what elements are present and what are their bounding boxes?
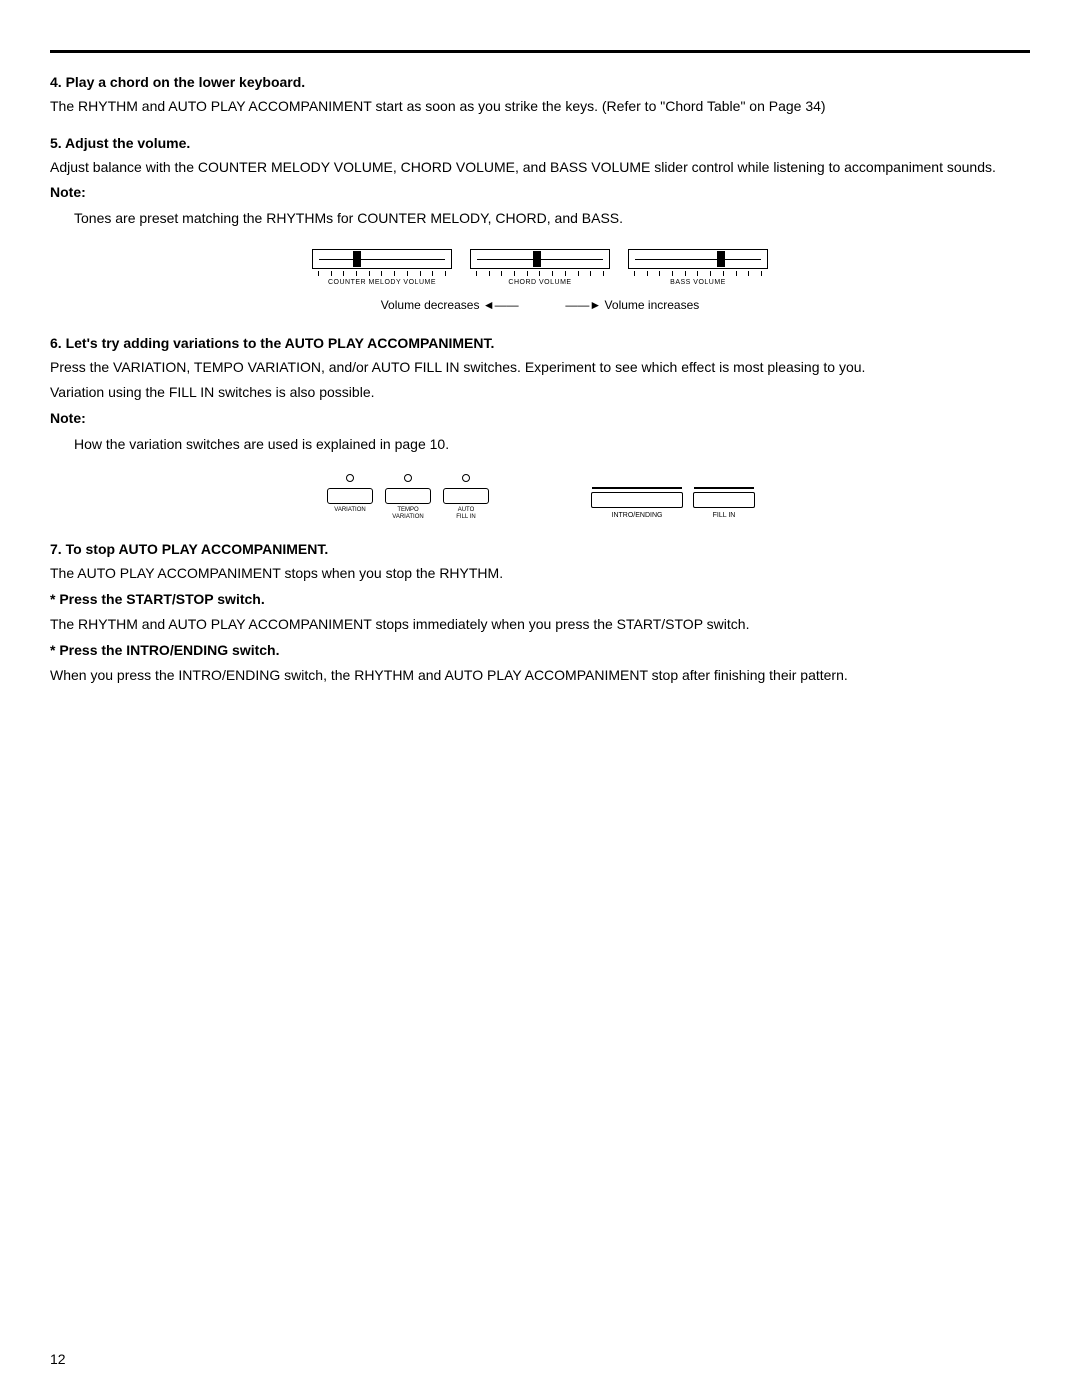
slider-track[interactable]: [470, 249, 610, 269]
section6-heading: 6. Let's try adding variations to the AU…: [50, 334, 1030, 354]
button-rect: [443, 488, 489, 504]
auto-fill-in-button[interactable]: AUTOFILL IN: [441, 474, 491, 520]
bar-icon: [592, 487, 682, 489]
section6-note-text: How the variation switches are used is e…: [74, 435, 1030, 455]
button-rect: [591, 492, 683, 508]
section5-heading: 5. Adjust the volume.: [50, 134, 1030, 154]
slider-chord: CHORD VOLUME: [470, 249, 610, 288]
section7-text1: The AUTO PLAY ACCOMPANIMENT stops when y…: [50, 564, 1030, 584]
volume-arrows: Volume decreases ◄—— ——► Volume increase…: [50, 297, 1030, 314]
sliders-row: COUNTER MELODY VOLUME CHORD VOLUME BASS …: [50, 249, 1030, 288]
section7-sub2-heading: * Press the INTRO/ENDING switch.: [50, 641, 1030, 661]
fill-in-button[interactable]: FILL IN: [693, 487, 755, 521]
volume-increase-label: ——► Volume increases: [565, 298, 699, 312]
section4-text: The RHYTHM and AUTO PLAY ACCOMPANIMENT s…: [50, 97, 1030, 117]
intro-ending-button[interactable]: INTRO/ENDING: [591, 487, 683, 521]
variation-button[interactable]: VARIATION: [325, 474, 375, 520]
button-label: VARIATION: [334, 507, 365, 514]
section5-note-label: Note:: [50, 183, 1030, 203]
section6-text1: Press the VARIATION, TEMPO VARIATION, an…: [50, 358, 1030, 378]
button-label: INTRO/ENDING: [612, 511, 663, 521]
tempo-variation-button[interactable]: TEMPOVARIATION: [383, 474, 433, 520]
slider-ticks: [628, 269, 768, 276]
slider-counter-melody: COUNTER MELODY VOLUME: [312, 249, 452, 288]
slider-label: COUNTER MELODY VOLUME: [312, 278, 452, 288]
slider-ticks: [470, 269, 610, 276]
section7-sub1-text: The RHYTHM and AUTO PLAY ACCOMPANIMENT s…: [50, 615, 1030, 635]
led-icon: [462, 474, 470, 482]
section7-heading: 7. To stop AUTO PLAY ACCOMPANIMENT.: [50, 540, 1030, 560]
bar-icon: [694, 487, 754, 489]
slider-line: [319, 259, 445, 260]
section6-note-label: Note:: [50, 409, 1030, 429]
section7-sub2-text: When you press the INTRO/ENDING switch, …: [50, 666, 1030, 686]
slider-thumb[interactable]: [717, 251, 725, 267]
button-rect: [385, 488, 431, 504]
button-label: FILL IN: [713, 511, 736, 521]
slider-track[interactable]: [628, 249, 768, 269]
button-label: TEMPOVARIATION: [392, 507, 423, 520]
slider-label: CHORD VOLUME: [470, 278, 610, 288]
slider-track[interactable]: [312, 249, 452, 269]
section4-heading: 4. Play a chord on the lower keyboard.: [50, 73, 1030, 93]
section5-text: Adjust balance with the COUNTER MELODY V…: [50, 158, 1030, 178]
button-rect: [693, 492, 755, 508]
slider-thumb[interactable]: [533, 251, 541, 267]
slider-line: [635, 259, 761, 260]
button-label: AUTOFILL IN: [456, 507, 475, 520]
slider-label: BASS VOLUME: [628, 278, 768, 288]
slider-ticks: [312, 269, 452, 276]
button-rect: [327, 488, 373, 504]
buttons-row: VARIATION TEMPOVARIATION AUTOFILL IN INT…: [50, 474, 1030, 520]
section6-text2: Variation using the FILL IN switches is …: [50, 383, 1030, 403]
intro-group: INTRO/ENDING FILL IN: [591, 487, 755, 521]
section5-note-text: Tones are preset matching the RHYTHMs fo…: [74, 209, 1030, 229]
variation-group: VARIATION TEMPOVARIATION AUTOFILL IN: [325, 474, 491, 520]
slider-bass: BASS VOLUME: [628, 249, 768, 288]
volume-decrease-label: Volume decreases ◄——: [381, 298, 519, 312]
section7-sub1-heading: * Press the START/STOP switch.: [50, 590, 1030, 610]
slider-thumb[interactable]: [353, 251, 361, 267]
led-icon: [404, 474, 412, 482]
led-icon: [346, 474, 354, 482]
page-number: 12: [50, 1350, 66, 1370]
horizontal-rule: [50, 50, 1030, 53]
